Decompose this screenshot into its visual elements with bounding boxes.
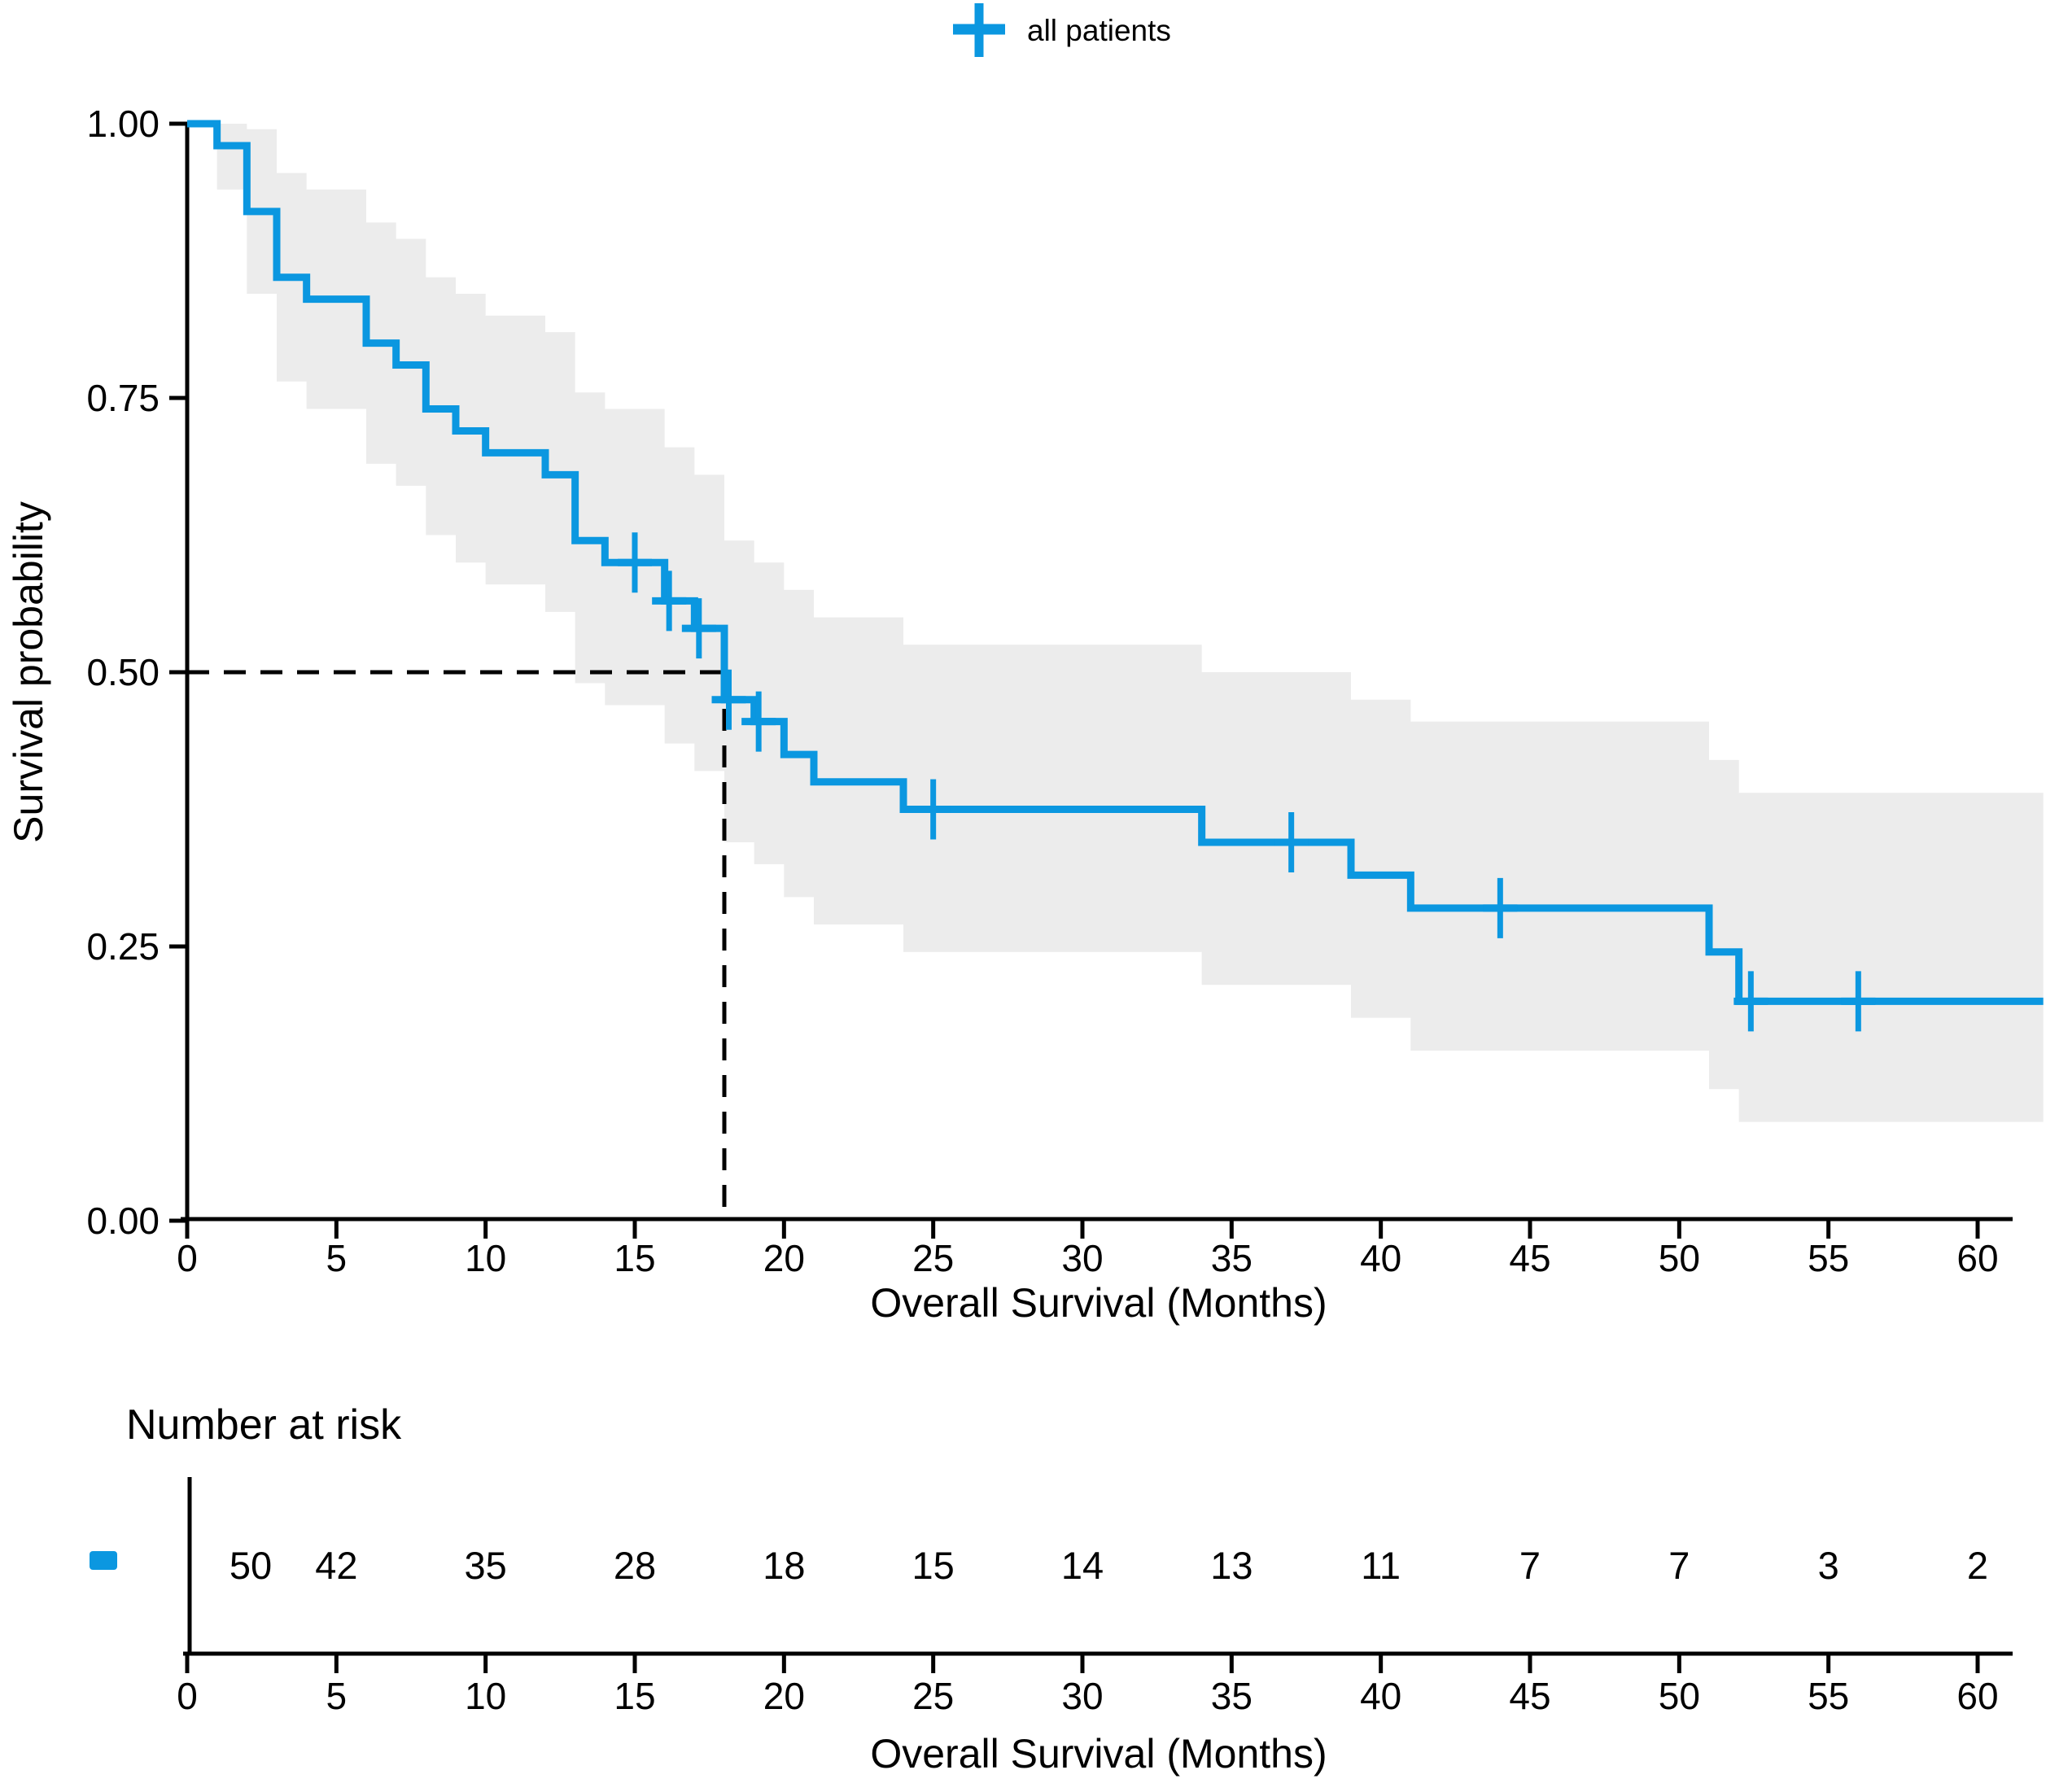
x-tick-label: 55 [1808,1237,1849,1279]
legend: all patients [953,3,1171,57]
x-tick-label: 50 [1659,1237,1700,1279]
y-tick-label: 0.75 [86,377,160,419]
censor-marks [618,532,1876,1032]
plus-icon [953,3,1005,57]
y-tick-label: 0.50 [86,651,160,693]
risk-tick-label: 25 [912,1675,954,1717]
y-tick-label: 0.00 [86,1200,160,1242]
risk-tick-label: 15 [614,1675,655,1717]
y-tick-label: 1.00 [86,103,160,145]
risk-value: 2 [1967,1544,1988,1587]
risk-tick-label: 10 [465,1675,506,1717]
y-axis-ticks: 1.00 0.75 0.50 0.25 0.00 [86,103,187,1242]
risk-table-title: Number at risk [126,1401,402,1449]
risk-value: 28 [614,1544,656,1587]
x-tick-label: 0 [177,1237,198,1279]
legend-label: all patients [1027,14,1171,47]
x-tick-label: 60 [1956,1237,1998,1279]
risk-tick-label: 0 [177,1675,198,1717]
risk-value: 14 [1061,1544,1104,1587]
risk-value: 15 [912,1544,955,1587]
risk-tick-label: 45 [1509,1675,1550,1717]
x-axis-title: Overall Survival (Months) [870,1280,1327,1326]
risk-tick-label: 30 [1061,1675,1103,1717]
x-tick-label: 35 [1211,1237,1253,1279]
risk-value: 3 [1818,1544,1839,1587]
risk-axis-ticks: 0 5 10 15 20 25 30 35 40 45 50 55 60 [177,1654,1999,1717]
confidence-band [187,124,2044,1122]
risk-tick-label: 5 [326,1675,348,1717]
x-tick-label: 25 [912,1237,954,1279]
x-tick-label: 30 [1061,1237,1103,1279]
risk-table: Number at risk 50 42 35 28 18 15 14 13 11 7 7 3 2 0 5… [90,1401,2013,1777]
x-tick-label: 45 [1509,1237,1550,1279]
y-axis-title: Survival probability [6,501,51,843]
y-tick-label: 0.25 [86,925,160,968]
risk-tick-label: 35 [1211,1675,1253,1717]
confidence-band-polygon [187,124,2044,1122]
risk-value: 11 [1361,1544,1401,1587]
risk-value: 13 [1210,1544,1253,1587]
risk-tick-label: 60 [1956,1675,1998,1717]
risk-value: 18 [763,1544,805,1587]
risk-value: 42 [315,1544,357,1587]
median-survival-dashed-lines [187,670,727,1219]
risk-tick-label: 40 [1360,1675,1401,1717]
x-tick-label: 15 [614,1237,655,1279]
x-tick-label: 40 [1360,1237,1401,1279]
x-axis-ticks: 0 5 10 15 20 25 30 35 40 45 50 55 60 [177,1219,1999,1279]
x-tick-label: 20 [763,1237,805,1279]
risk-value: 50 [230,1544,272,1587]
risk-value: 7 [1668,1544,1690,1587]
risk-tick-label: 50 [1659,1675,1700,1717]
risk-tick-label: 20 [763,1675,805,1717]
risk-series-swatch [90,1551,117,1570]
risk-tick-label: 55 [1808,1675,1849,1717]
risk-x-axis-title: Overall Survival (Months) [870,1731,1327,1777]
x-tick-label: 5 [326,1237,348,1279]
risk-values-row: 50 42 35 28 18 15 14 13 11 7 7 3 2 [230,1544,1988,1587]
x-tick-label: 10 [465,1237,506,1279]
risk-value: 35 [465,1544,507,1587]
risk-value: 7 [1519,1544,1541,1587]
